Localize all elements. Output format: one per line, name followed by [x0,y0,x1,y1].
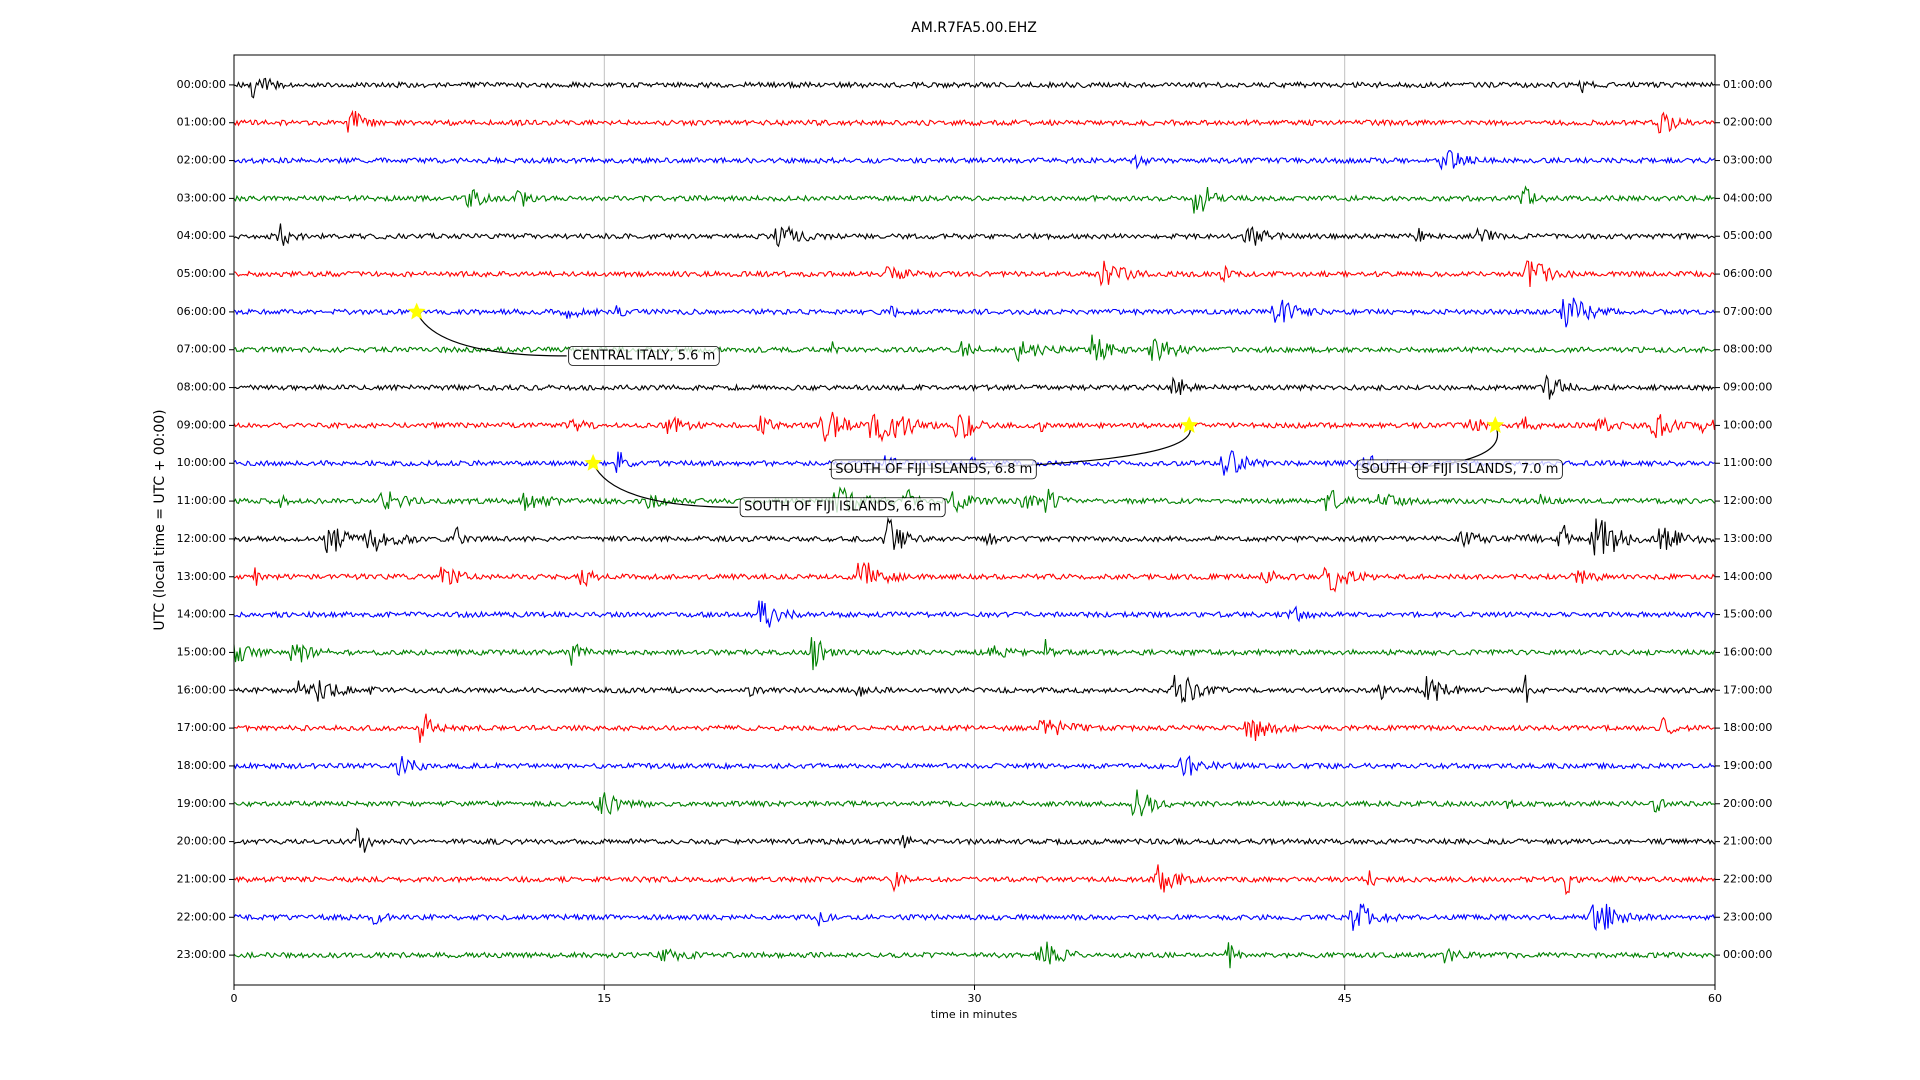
y2-tick-label: 22:00:00 [1723,872,1772,885]
trace [233,755,1715,777]
trace [234,713,1715,743]
y2-tick-label: 03:00:00 [1723,154,1772,167]
annotation-box [830,459,1037,480]
y2-tick-label: 09:00:00 [1723,381,1772,394]
trace [233,297,1715,328]
y-tick-label: 19:00:00 [177,797,226,810]
event-star [407,302,426,320]
y2-tick-label: 15:00:00 [1723,608,1772,621]
event-star [584,453,603,471]
trace [233,827,1715,853]
y-tick-label: 18:00:00 [177,759,226,772]
y2-tick-label: 11:00:00 [1723,456,1772,469]
trace [233,77,1715,99]
y2-tick-label: 21:00:00 [1723,835,1772,848]
annotation-label: SOUTH OF FIJI ISLANDS, 7.0 m [1361,462,1558,477]
y-tick-label: 22:00:00 [177,910,226,923]
x-axis-label: time in minutes [931,1008,1018,1021]
y2-tick-label: 20:00:00 [1723,797,1772,810]
y2-tick-label: 14:00:00 [1723,570,1772,583]
trace [233,941,1715,969]
x-tick-label: 15 [597,992,611,1005]
chart-title: AM.R7FA5.00.EHZ [911,20,1037,36]
trace [233,109,1715,134]
y-tick-label: 15:00:00 [177,645,226,658]
plot-frame [233,54,1716,986]
y2-tick-label: 06:00:00 [1723,267,1772,280]
y2-tick-label: 19:00:00 [1723,759,1772,772]
trace [233,637,1716,671]
y-tick-label: 16:00:00 [177,683,226,696]
y2-tick-label: 01:00:00 [1723,78,1772,91]
y-tick-label: 08:00:00 [177,381,226,394]
y-tick-label: 14:00:00 [177,608,226,621]
trace [233,260,1715,288]
y2-tick-label: 08:00:00 [1723,343,1772,356]
annotation-label: SOUTH OF FIJI ISLANDS, 6.8 m [835,462,1032,477]
y2-tick-label: 10:00:00 [1723,418,1772,431]
y-tick-label: 02:00:00 [177,154,226,167]
trace [233,486,1715,514]
y2-tick-label: 17:00:00 [1723,683,1772,696]
y-tick-label: 00:00:00 [177,78,226,91]
annotation-connector [592,462,739,508]
trace [233,516,1715,556]
x-tick-label: 45 [1338,992,1352,1005]
trace [233,674,1715,704]
y2-tick-label: 23:00:00 [1723,910,1772,923]
x-tick-label: 30 [968,992,982,1005]
annotation-box [739,497,946,518]
event-star [1180,416,1199,433]
y-tick-label: 21:00:00 [177,872,226,885]
y-tick-label: 11:00:00 [177,494,226,507]
trace [233,185,1715,214]
y-axis-label: UTC (local time = UTC + 00:00) [152,409,168,630]
y2-tick-label: 12:00:00 [1723,494,1772,507]
x-tick-label: 0 [231,992,238,1005]
annotation-box [1356,459,1563,480]
y2-tick-label: 07:00:00 [1723,305,1772,318]
trace [233,864,1715,896]
y-tick-label: 10:00:00 [177,456,226,469]
y-tick-label: 06:00:00 [177,305,226,318]
x-tick-label: 60 [1708,992,1722,1005]
y-tick-label: 09:00:00 [177,418,226,431]
trace [233,334,1715,363]
y2-tick-label: 04:00:00 [1723,191,1772,204]
y2-tick-label: 16:00:00 [1723,645,1772,658]
y-tick-label: 05:00:00 [177,267,226,280]
y-tick-label: 07:00:00 [177,343,226,356]
annotation-box [568,346,720,366]
y-tick-label: 01:00:00 [177,116,226,129]
y2-tick-label: 00:00:00 [1723,948,1772,961]
y2-tick-label: 13:00:00 [1723,532,1772,545]
y-tick-label: 23:00:00 [177,948,226,961]
y-tick-label: 13:00:00 [177,570,226,583]
trace [233,150,1715,171]
event-star [1486,416,1505,433]
y-tick-label: 20:00:00 [177,835,226,848]
y-tick-label: 12:00:00 [177,532,226,545]
y-tick-label: 17:00:00 [177,721,226,734]
annotation-connector [416,311,567,357]
trace [233,374,1715,400]
trace [233,600,1715,628]
traces [233,77,1716,969]
y-tick-label: 03:00:00 [177,191,226,204]
annotation-label: CENTRAL ITALY, 5.6 m [573,348,716,363]
y2-tick-label: 02:00:00 [1723,116,1772,129]
annotation-label: SOUTH OF FIJI ISLANDS, 6.6 m [744,500,941,515]
trace [233,561,1715,593]
trace [233,903,1716,932]
trace [233,411,1716,443]
y2-tick-label: 05:00:00 [1723,229,1772,242]
y-tick-label: 04:00:00 [177,229,226,242]
trace [233,789,1715,817]
trace [233,223,1715,248]
y2-tick-label: 18:00:00 [1723,721,1772,734]
